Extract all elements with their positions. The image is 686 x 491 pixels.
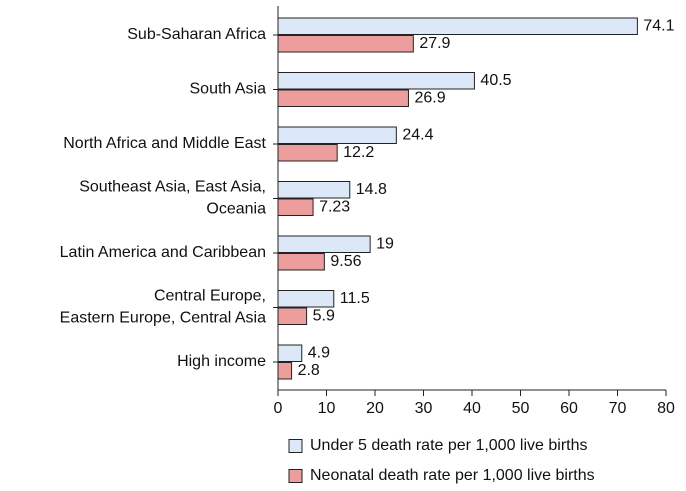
data-label-under5: 40.5 [480,72,511,89]
category-label: South Asia [190,81,267,98]
x-tick-label: 60 [560,400,578,417]
bar-under5 [277,17,638,35]
data-label-under5: 4.9 [308,345,330,362]
category-label: Southeast Asia, East Asia, [79,179,266,196]
data-label-under5: 11.5 [340,290,370,307]
x-tick-label: 0 [274,400,283,417]
x-tick-label: 40 [463,400,481,417]
bar-neonatal [277,198,314,216]
x-tick-label: 70 [609,400,627,417]
category-label: Oceania [206,201,266,218]
x-tick-label: 50 [512,400,530,417]
data-label-neonatal: 9.56 [330,253,361,270]
legend-label-neonatal: Neonatal death rate per 1,000 live birth… [310,467,595,484]
legend-swatch-neonatal [288,469,303,483]
legend: Under 5 death rate per 1,000 live births… [288,437,595,484]
data-label-under5: 14.8 [356,181,387,198]
data-label-neonatal: 7.23 [319,199,350,216]
bar-under5 [277,290,335,308]
category-label: Central Europe, [154,288,266,305]
legend-swatch-under5 [288,439,303,453]
data-label-neonatal: 2.8 [298,362,320,379]
bar-neonatal [277,144,338,162]
bar-neonatal [277,362,293,380]
bar-under5 [277,344,303,362]
bar-neonatal [277,35,414,53]
bar-under5 [277,181,351,199]
data-label-under5: 19 [376,236,394,253]
data-label-under5: 74.1 [643,18,674,35]
data-label-neonatal: 26.9 [414,90,445,107]
data-label-neonatal: 5.9 [313,308,335,325]
bar-under5 [277,72,475,90]
data-label-neonatal: 27.9 [419,35,450,52]
category-label: North Africa and Middle East [63,135,266,152]
category-label: Sub-Saharan Africa [127,26,266,43]
data-label-neonatal: 12.2 [343,144,374,161]
x-tick-label: 30 [415,400,433,417]
bar-neonatal [277,307,308,325]
legend-label-under5: Under 5 death rate per 1,000 live births [310,437,588,454]
x-tick-label: 80 [657,400,675,417]
data-label-under5: 24.4 [402,127,433,144]
bar-under5 [277,235,371,253]
bar-neonatal [277,89,409,107]
x-tick-label: 10 [318,400,336,417]
category-label: Eastern Europe, Central Asia [60,310,266,327]
bar-under5 [277,126,397,144]
axes-group: 0 10 20 30 40 50 60 70 80 [273,6,675,417]
category-label: Latin America and Caribbean [60,244,266,261]
category-label: High income [177,353,266,370]
bar-neonatal [277,253,325,271]
x-tick-label: 20 [366,400,384,417]
labels-group: Sub-Saharan Africa 74.1 27.9 South Asia 40.5… [60,18,675,380]
